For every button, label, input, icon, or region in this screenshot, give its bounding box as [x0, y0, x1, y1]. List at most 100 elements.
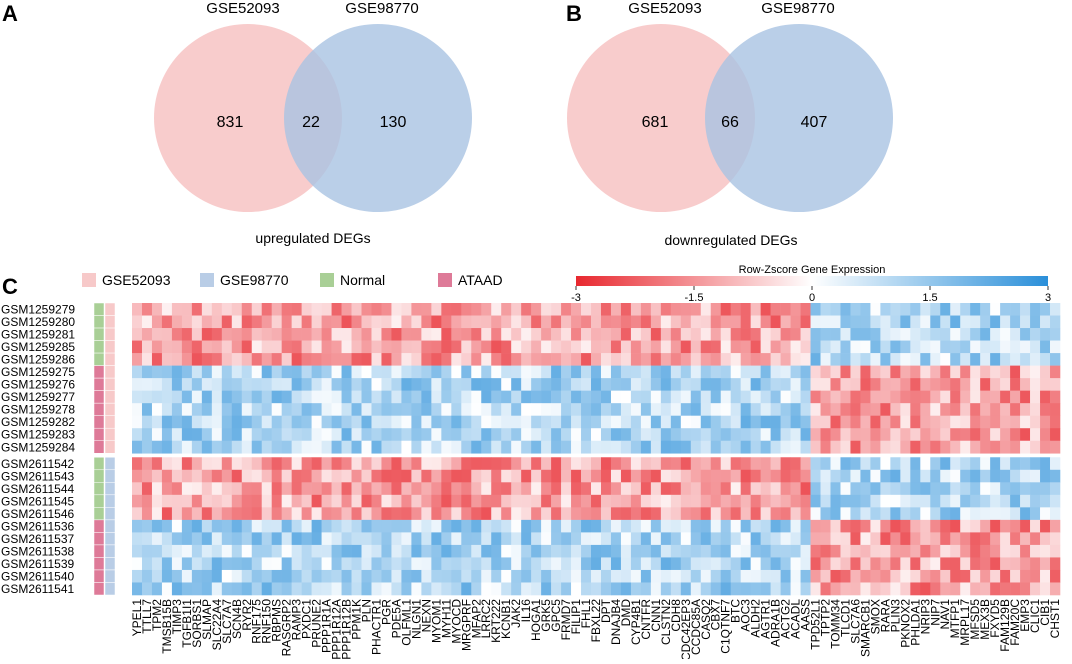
heatmap-cell [501, 457, 512, 471]
heatmap-cell [1040, 569, 1051, 583]
heatmap-cell [740, 340, 751, 354]
heatmap-cell [960, 428, 971, 442]
heatmap-cell [241, 365, 253, 379]
heatmap-cell [391, 494, 402, 508]
heatmap-cell [820, 569, 831, 583]
heatmap-cell [321, 544, 332, 558]
heatmap-cell [231, 340, 243, 354]
heatmap-cell [630, 457, 642, 471]
heatmap-cell [341, 582, 352, 596]
heatmap-cell [571, 569, 582, 583]
heatmap-cell [750, 328, 761, 341]
heatmap-cell [591, 482, 602, 496]
heatmap-cell [660, 482, 672, 496]
heatmap-cell [760, 415, 771, 429]
heatmap-cell [670, 303, 682, 316]
heatmap-column-label: GPC5 [549, 599, 563, 632]
heatmap-cell [141, 365, 153, 379]
heatmap-cell [640, 519, 652, 533]
heatmap-cell [600, 365, 612, 379]
heatmap-cell [331, 557, 342, 571]
heatmap-cell [141, 582, 153, 596]
heatmap-cell [790, 544, 801, 558]
heatmap-cell [1030, 415, 1041, 429]
heatmap-cell [790, 569, 801, 583]
heatmap-cell [820, 532, 831, 546]
heatmap-cell [910, 365, 921, 379]
heatmap-cell [1000, 482, 1011, 496]
heatmap-cell [920, 457, 931, 471]
heatmap-cell [132, 353, 143, 366]
heatmap-cell [870, 440, 881, 454]
heatmap-cell [551, 494, 562, 508]
heatmap-cell [311, 519, 322, 533]
heatmap-cell [750, 532, 761, 546]
heatmap-cell [331, 507, 342, 521]
heatmap-cell [630, 328, 642, 341]
heatmap-cell [191, 390, 203, 404]
heatmap-cell [481, 315, 492, 329]
heatmap-cell [610, 557, 622, 571]
heatmap-cell [980, 519, 991, 533]
heatmap-cell [441, 457, 452, 471]
heatmap-cell [291, 428, 302, 442]
heatmap-cell [630, 469, 642, 483]
heatmap-cell [650, 532, 662, 546]
heatmap-cell [670, 403, 682, 416]
heatmap-cell [980, 340, 991, 354]
heatmap-cell [431, 303, 442, 316]
heatmap-cell [670, 378, 682, 391]
heatmap-cell [221, 353, 233, 366]
heatmap-cell [800, 403, 811, 416]
heatmap-cell [620, 469, 632, 483]
heatmap-cell [750, 469, 761, 483]
heatmap-cell [591, 415, 602, 429]
heatmap-cell [750, 378, 761, 391]
heatmap-cell [421, 303, 432, 316]
heatmap-cell [171, 328, 183, 341]
heatmap-cell [171, 353, 183, 366]
heatmap-cell [381, 482, 392, 496]
heatmap-cell [700, 494, 712, 508]
heatmap-cell [860, 340, 871, 354]
heatmap-cell [361, 544, 372, 558]
row-group-strip [93, 569, 105, 583]
heatmap-cell [371, 507, 382, 521]
heatmap-cell [980, 569, 991, 583]
heatmap-cell [800, 378, 811, 391]
heatmap-cell [551, 428, 562, 442]
heatmap-cell [431, 403, 442, 416]
heatmap-cell [191, 569, 203, 583]
heatmap-cell [481, 303, 492, 316]
heatmap-cell [790, 582, 801, 596]
heatmap-cell [930, 494, 941, 508]
heatmap-cell [391, 315, 402, 329]
heatmap-cell [690, 303, 702, 316]
heatmap-cell [501, 544, 512, 558]
heatmap-cell [411, 353, 422, 366]
row-group-strip [93, 519, 105, 533]
heatmap-cell [1020, 365, 1031, 379]
heatmap-cell [600, 353, 612, 366]
heatmap-cell [411, 403, 422, 416]
heatmap-cell [960, 557, 971, 571]
heatmap-cell [341, 457, 352, 471]
heatmap-cell [181, 557, 193, 571]
heatmap-cell [990, 390, 1001, 404]
heatmap-cell [491, 569, 502, 583]
heatmap-cell [361, 582, 372, 596]
colorbar-tick-label: 3 [1045, 292, 1051, 304]
heatmap-cell [1050, 494, 1061, 508]
heatmap-column-label: PLN [359, 599, 373, 622]
heatmap-cell [221, 582, 233, 596]
heatmap-cell [421, 557, 432, 571]
heatmap-cell [301, 544, 312, 558]
heatmap-cell [531, 340, 542, 354]
heatmap-cell [730, 494, 741, 508]
heatmap-cell [281, 532, 292, 546]
colorbar-tick-label: 1.5 [922, 292, 937, 304]
heatmap-cell [760, 353, 771, 366]
heatmap-cell [880, 415, 891, 429]
heatmap-cell [610, 428, 622, 442]
heatmap-cell [770, 403, 781, 416]
